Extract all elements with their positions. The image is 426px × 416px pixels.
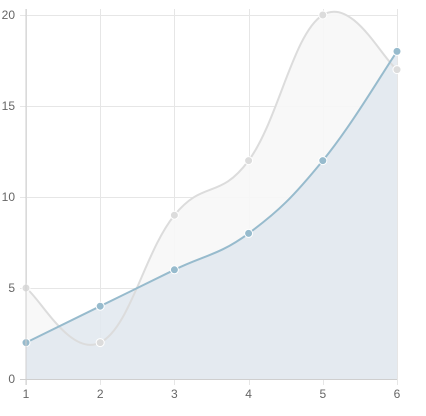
tick-labels: 0 5 10 15 20 1 2 3 4 5 6 — [2, 8, 401, 401]
data-points — [21, 10, 402, 348]
x-tick-label: 6 — [394, 387, 401, 401]
series-2-line — [25, 50, 398, 344]
series-1-point-5 — [318, 10, 328, 20]
y-tick-label: 10 — [2, 190, 16, 204]
series-1-point-6 — [392, 65, 402, 75]
series-1-point-3 — [169, 210, 179, 220]
x-tick-label: 3 — [171, 387, 178, 401]
x-tick-label: 2 — [97, 387, 104, 401]
y-tick-label: 15 — [2, 99, 16, 113]
series-1-point-4 — [244, 156, 254, 166]
series-2-area — [26, 51, 397, 380]
series-1-point-2 — [95, 338, 105, 348]
axes — [20, 9, 397, 385]
x-tick-label: 4 — [245, 387, 252, 401]
y-tick-label: 0 — [8, 372, 15, 386]
series-2-point-3 — [169, 265, 179, 275]
series-areas — [26, 11, 397, 380]
x-tick-label: 1 — [23, 387, 30, 401]
series-2-point-4 — [244, 228, 254, 238]
y-tick-label: 20 — [2, 8, 16, 22]
series-2-point-6 — [392, 46, 402, 56]
series-2-point-5 — [318, 156, 328, 166]
series-2-point-2 — [95, 301, 105, 311]
x-tick-label: 5 — [319, 387, 326, 401]
y-tick-label: 5 — [8, 281, 15, 295]
